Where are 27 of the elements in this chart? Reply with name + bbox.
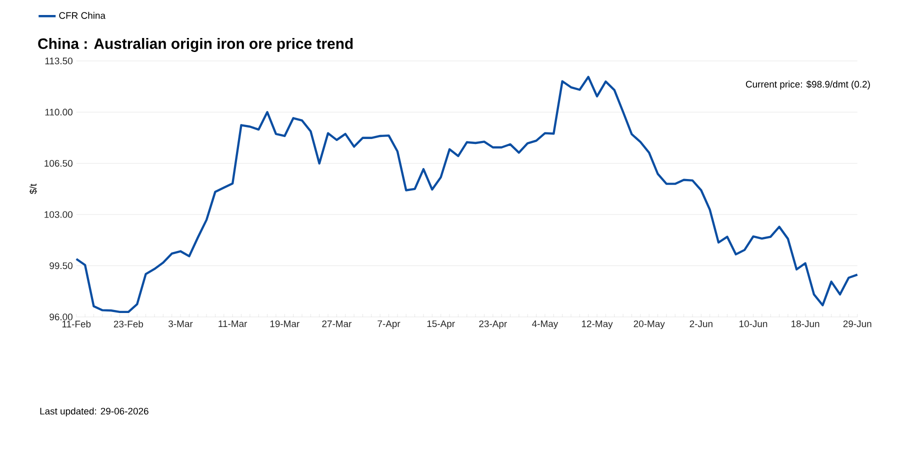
x-tick-label: 19-Mar: [270, 320, 300, 328]
legend-label: CFR China: [59, 12, 106, 19]
x-tick-label: 4-May: [532, 320, 558, 329]
y-tick-label: 106.50: [44, 160, 72, 167]
x-tick-label: 7-Apr: [378, 320, 400, 329]
x-tick-label: 20-May: [634, 320, 665, 330]
x-tick-label: 15-Apr: [427, 320, 455, 329]
y-tick-label: 99.50: [50, 262, 72, 270]
x-tick-label: 23-Apr: [479, 320, 507, 330]
text: Last updated: 29-06-2026: [40, 408, 148, 416]
y-tick-label: 103.00: [44, 211, 72, 218]
y-tick-label: 110.00: [45, 108, 72, 116]
x-tick-label: 11-Mar: [218, 320, 248, 328]
chart-title: China : Australian origin iron ore price trend: [38, 38, 353, 52]
x-tick-label: 3-Mar: [168, 320, 193, 328]
x-tick-label: 10-Jun: [739, 320, 768, 328]
x-tick-label: 2-Jun: [690, 320, 712, 328]
x-tick-label: 23-Feb: [114, 320, 144, 328]
y-axis-title: $/t: [29, 184, 38, 194]
x-tick-label: 11-Feb: [62, 320, 91, 328]
annotation: Current price: $98.9/dmt (0.2): [746, 80, 870, 90]
x-tick-label: 27-Mar: [322, 320, 352, 328]
x-tick-label: 18-Jun: [792, 320, 820, 328]
y-tick-label: 96.00: [50, 314, 72, 320]
x-tick-label: 12-May: [582, 320, 613, 330]
x-tick-label: 29-Jun: [843, 320, 872, 328]
y-tick-label: 113.50: [45, 58, 72, 64]
